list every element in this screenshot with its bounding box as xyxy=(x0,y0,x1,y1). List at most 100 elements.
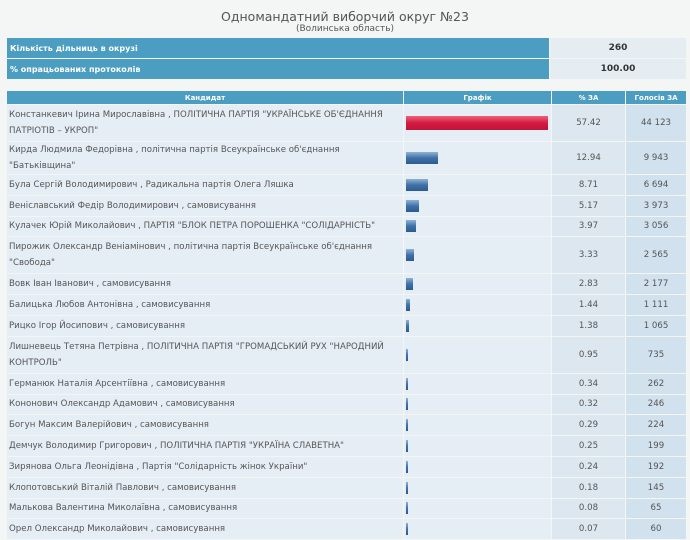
vote-share-bar xyxy=(406,116,548,130)
vote-share-bar xyxy=(406,220,416,233)
vote-share-bar xyxy=(406,348,409,361)
table-row: Вовк Іван Іванович , самовисування 2.83 … xyxy=(7,274,686,295)
vote-percent: 12.94 xyxy=(552,142,625,174)
chart-cell xyxy=(404,105,551,141)
vote-count: 1 065 xyxy=(626,315,686,336)
info-value: 260 xyxy=(550,38,686,58)
vote-share-bar xyxy=(406,460,408,473)
vote-count: 3 056 xyxy=(626,216,686,237)
vote-share-bar xyxy=(406,481,408,494)
vote-share-bar xyxy=(406,278,413,291)
vote-share-bar xyxy=(406,440,408,453)
vote-count: 6 694 xyxy=(626,175,686,195)
chart-cell xyxy=(404,175,551,195)
table-row: Демчук Володимир Григорович , ПОЛІТИЧНА … xyxy=(7,436,686,456)
vote-percent: 0.18 xyxy=(552,477,625,498)
vote-count: 199 xyxy=(626,436,686,456)
vote-count: 192 xyxy=(626,456,686,477)
vote-count: 145 xyxy=(626,477,686,498)
chart-cell xyxy=(404,195,551,216)
vote-percent: 8.71 xyxy=(552,175,625,195)
table-row: Пирожик Олександр Веніамінович , політич… xyxy=(7,237,686,274)
candidate-name: Клопотовський Віталій Павлович , самовис… xyxy=(7,477,403,498)
chart-cell xyxy=(404,216,551,237)
candidate-name: Демчук Володимир Григорович , ПОЛІТИЧНА … xyxy=(7,436,403,456)
candidate-name: Кирда Людмила Федорівна , політична парт… xyxy=(7,142,403,174)
vote-count: 262 xyxy=(626,373,686,394)
column-header-pct: % ЗА xyxy=(552,91,625,104)
results-table: Кандидат Графік % ЗА Голосів ЗА Констанк… xyxy=(6,90,687,540)
vote-share-bar xyxy=(406,377,408,390)
vote-count: 246 xyxy=(626,394,686,415)
district-info-table: Кількість дільниць в окрузі 260 % опрацьо… xyxy=(6,37,687,80)
vote-percent: 57.42 xyxy=(552,105,625,141)
table-row: Веніславський Федір Володимирович , само… xyxy=(7,195,686,216)
vote-percent: 0.34 xyxy=(552,373,625,394)
candidate-name: Малькова Валентина Миколаївна , самовису… xyxy=(7,498,403,519)
vote-share-bar xyxy=(406,178,428,191)
vote-count: 3 973 xyxy=(626,195,686,216)
candidate-name: Богун Максим Валерійович , самовисування xyxy=(7,415,403,436)
column-header-votes: Голосів ЗА xyxy=(626,91,686,104)
table-row: Кирда Людмила Федорівна , політична парт… xyxy=(7,142,686,174)
chart-cell xyxy=(404,519,551,540)
chart-cell xyxy=(404,295,551,315)
candidate-name: Вовк Іван Іванович , самовисування xyxy=(7,274,403,295)
vote-percent: 0.25 xyxy=(552,436,625,456)
vote-count: 2 565 xyxy=(626,237,686,274)
candidate-name: Орел Олександр Миколайович , самовисуван… xyxy=(7,519,403,540)
vote-share-bar xyxy=(406,199,419,212)
vote-share-bar xyxy=(406,419,408,432)
candidate-name: Зирянова Ольга Леонідівна , Партія "Солі… xyxy=(7,456,403,477)
vote-percent: 3.33 xyxy=(552,237,625,274)
candidate-name: Лишневець Тетяна Петрівна , ПОЛІТИЧНА ПА… xyxy=(7,336,403,373)
candidate-name: Констанкевич Ірина Мирославівна , ПОЛІТИ… xyxy=(7,105,403,141)
info-label: % опрацьованих протоколів xyxy=(7,59,549,79)
chart-cell xyxy=(404,394,551,415)
candidate-name: Веніславський Федір Володимирович , само… xyxy=(7,195,403,216)
table-row: Балицька Любов Антонівна , самовисування… xyxy=(7,295,686,315)
candidate-name: Пирожик Олександр Веніамінович , політич… xyxy=(7,237,403,274)
table-row: Зирянова Ольга Леонідівна , Партія "Солі… xyxy=(7,456,686,477)
chart-cell xyxy=(404,436,551,456)
candidate-name: Була Сергій Володимирович , Радикальна п… xyxy=(7,175,403,195)
table-row: Богун Максим Валерійович , самовисування… xyxy=(7,415,686,436)
table-row: Кононович Олександр Адамович , самовисув… xyxy=(7,394,686,415)
vote-share-bar xyxy=(406,502,408,515)
vote-percent: 5.17 xyxy=(552,195,625,216)
candidate-name: Рицко Ігор Йосипович , самовисування xyxy=(7,315,403,336)
info-row: Кількість дільниць в окрузі 260 xyxy=(7,38,686,58)
vote-count: 1 111 xyxy=(626,295,686,315)
vote-percent: 0.95 xyxy=(552,336,625,373)
info-value: 100.00 xyxy=(550,59,686,79)
chart-cell xyxy=(404,456,551,477)
vote-count: 224 xyxy=(626,415,686,436)
vote-count: 60 xyxy=(626,519,686,540)
vote-count: 65 xyxy=(626,498,686,519)
vote-share-bar xyxy=(406,299,410,312)
vote-count: 735 xyxy=(626,336,686,373)
vote-share-bar xyxy=(406,319,410,332)
vote-share-bar xyxy=(406,398,408,411)
vote-percent: 0.32 xyxy=(552,394,625,415)
table-row: Кулачек Юрій Миколайович , ПАРТІЯ "БЛОК … xyxy=(7,216,686,237)
table-row: Констанкевич Ірина Мирославівна , ПОЛІТИ… xyxy=(7,105,686,141)
vote-percent: 1.38 xyxy=(552,315,625,336)
table-row: Лишневець Тетяна Петрівна , ПОЛІТИЧНА ПА… xyxy=(7,336,686,373)
chart-cell xyxy=(404,274,551,295)
column-header-chart: Графік xyxy=(404,91,551,104)
table-row: Малькова Валентина Миколаївна , самовису… xyxy=(7,498,686,519)
chart-cell xyxy=(404,237,551,274)
candidate-name: Кулачек Юрій Миколайович , ПАРТІЯ "БЛОК … xyxy=(7,216,403,237)
chart-cell xyxy=(404,315,551,336)
vote-percent: 0.07 xyxy=(552,519,625,540)
info-row: % опрацьованих протоколів 100.00 xyxy=(7,59,686,79)
vote-count: 2 177 xyxy=(626,274,686,295)
table-row: Рицко Ігор Йосипович , самовисування 1.3… xyxy=(7,315,686,336)
table-row: Була Сергій Володимирович , Радикальна п… xyxy=(7,175,686,195)
vote-percent: 0.24 xyxy=(552,456,625,477)
vote-share-bar xyxy=(406,152,438,164)
column-header-candidate: Кандидат xyxy=(7,91,403,104)
vote-count: 9 943 xyxy=(626,142,686,174)
vote-percent: 0.29 xyxy=(552,415,625,436)
